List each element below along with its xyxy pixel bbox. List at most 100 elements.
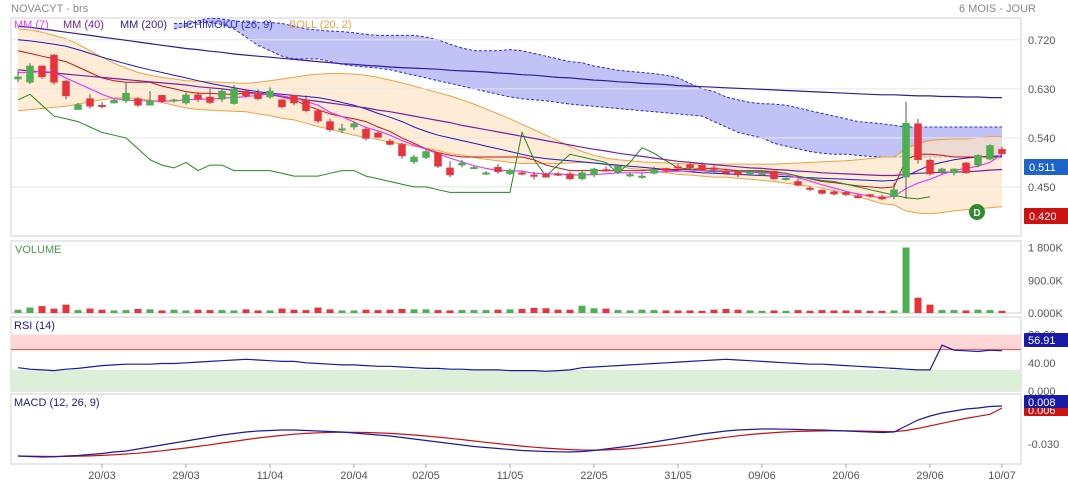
rsi-overbought-band xyxy=(11,334,1021,350)
volume-bar xyxy=(38,306,46,313)
candle-body xyxy=(842,192,850,195)
volume-bar xyxy=(950,310,958,313)
rsi-value-badge: 56.91 xyxy=(1024,333,1068,347)
candle xyxy=(746,170,754,175)
candle xyxy=(686,162,694,170)
candle-body xyxy=(86,98,94,107)
rsi-line xyxy=(17,344,1003,372)
chikou-line xyxy=(17,93,931,200)
candle-body xyxy=(242,90,250,97)
candle xyxy=(518,171,526,176)
legend-ma7: MM (7) xyxy=(14,19,49,31)
volume-bar xyxy=(986,310,994,313)
candle-body xyxy=(218,90,226,100)
ichimoku-cloud-area xyxy=(174,18,1002,157)
volume-bar xyxy=(926,304,934,313)
volume-bar xyxy=(590,308,598,313)
candle xyxy=(662,167,670,173)
volume-bar xyxy=(434,310,442,313)
candle-body xyxy=(158,95,166,102)
candle-body xyxy=(878,196,886,200)
candle xyxy=(62,79,70,100)
low-price-badge: 0.420 xyxy=(1024,208,1068,224)
candle xyxy=(86,94,94,109)
low-price-value: 0.420 xyxy=(1029,211,1057,223)
candle-body xyxy=(134,98,142,106)
candle xyxy=(446,161,454,178)
period-label: 6 MOIS - JOUR xyxy=(959,3,1036,15)
candle xyxy=(830,190,838,196)
candle xyxy=(98,101,106,109)
ma40-line xyxy=(17,69,1003,177)
candle-body xyxy=(350,123,358,128)
axis-labels: 0.450 0.540 0.630 0.720 0.000K 900.0K 1 800K 0.… xyxy=(88,35,1063,482)
macd-panel xyxy=(17,405,1003,458)
candle-body xyxy=(662,168,670,171)
volume-label: VOLUME xyxy=(15,244,61,256)
bollinger-lower xyxy=(17,97,1003,215)
volume-bar xyxy=(770,310,778,313)
candle-body xyxy=(686,164,694,169)
volume-bar xyxy=(134,309,142,313)
candle-body xyxy=(674,166,682,169)
x-tick-label: 02/05 xyxy=(412,470,440,482)
candle-body xyxy=(722,170,730,174)
candle-body xyxy=(26,65,34,83)
senkou-span-b xyxy=(174,21,1002,158)
candle xyxy=(386,138,394,146)
volume-bar xyxy=(530,307,538,313)
volume-bar xyxy=(710,309,718,313)
candle-body xyxy=(866,194,874,197)
candle xyxy=(158,94,166,104)
price-tick-label: 0.720 xyxy=(1028,35,1056,47)
candle xyxy=(122,82,130,104)
candle xyxy=(374,130,382,138)
x-tick-label: 20/06 xyxy=(832,470,860,482)
candle-body xyxy=(182,94,190,104)
candle xyxy=(590,167,598,178)
candle-body xyxy=(734,171,742,176)
candle-body xyxy=(494,167,502,172)
candle-body xyxy=(710,167,718,170)
volume-bar xyxy=(314,307,322,313)
volume-bar xyxy=(74,310,82,313)
ichimoku-cloud xyxy=(173,18,1002,158)
candle xyxy=(638,172,646,179)
candle-body xyxy=(650,169,658,174)
candle xyxy=(842,191,850,197)
volume-bar xyxy=(518,309,526,313)
candle xyxy=(290,94,298,106)
volume-bar xyxy=(266,310,274,313)
price-tick-label: 0.540 xyxy=(1028,133,1056,145)
volume-bar xyxy=(830,310,838,313)
candle xyxy=(854,193,862,199)
volume-bar xyxy=(110,310,118,313)
rsi-last-value: 56.91 xyxy=(1028,335,1056,347)
volume-bar xyxy=(170,309,178,313)
volume-bar xyxy=(446,310,454,313)
candle-body xyxy=(998,149,1006,154)
volume-bar xyxy=(218,310,226,313)
volume-bar xyxy=(662,310,670,313)
candle-body xyxy=(578,172,586,180)
dividend-marker[interactable]: D xyxy=(969,204,985,220)
volume-bar xyxy=(230,310,238,313)
rsi-panel xyxy=(17,344,1003,372)
volume-bar xyxy=(806,310,814,313)
candle xyxy=(266,87,274,99)
volume-bar xyxy=(746,310,754,313)
volume-bar xyxy=(98,309,106,313)
candle-body xyxy=(254,92,262,99)
volume-bar xyxy=(782,310,790,313)
volume-bar xyxy=(614,310,622,313)
candle xyxy=(734,171,742,178)
candle-body xyxy=(122,92,130,102)
candle-body xyxy=(362,128,370,139)
volume-bar xyxy=(734,309,742,313)
candle xyxy=(530,171,538,180)
candle xyxy=(698,162,706,172)
candle xyxy=(878,194,886,201)
candle-body xyxy=(566,173,574,180)
candle-body xyxy=(410,156,418,163)
